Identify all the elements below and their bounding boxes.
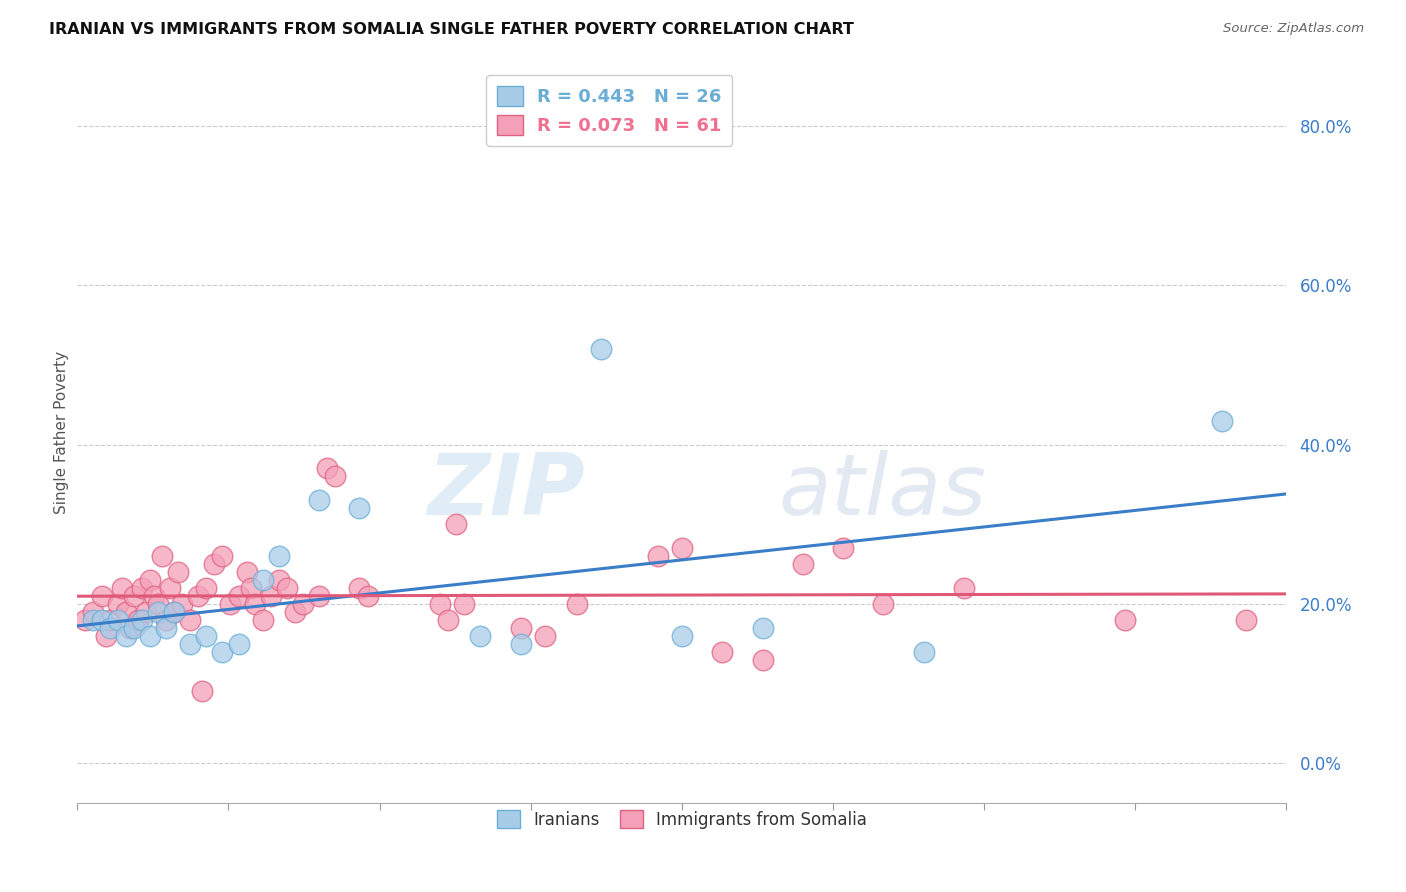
- Point: [260, 589, 283, 603]
- Point: [114, 629, 136, 643]
- Point: [114, 605, 136, 619]
- Point: [107, 597, 129, 611]
- Point: [276, 581, 298, 595]
- Point: [832, 541, 855, 555]
- Point: [912, 644, 935, 658]
- Point: [356, 589, 378, 603]
- Point: [202, 557, 225, 571]
- Point: [122, 589, 145, 603]
- Point: [187, 589, 209, 603]
- Point: [191, 684, 214, 698]
- Point: [235, 565, 257, 579]
- Point: [155, 613, 177, 627]
- Point: [94, 629, 117, 643]
- Point: [139, 629, 162, 643]
- Point: [470, 629, 492, 643]
- Point: [349, 501, 371, 516]
- Point: [228, 589, 250, 603]
- Point: [195, 629, 218, 643]
- Point: [252, 613, 274, 627]
- Point: [179, 613, 201, 627]
- Point: [142, 589, 165, 603]
- Point: [211, 549, 233, 563]
- Point: [1234, 613, 1257, 627]
- Point: [122, 621, 145, 635]
- Point: [308, 493, 330, 508]
- Point: [308, 589, 330, 603]
- Point: [872, 597, 894, 611]
- Point: [316, 461, 339, 475]
- Point: [534, 629, 557, 643]
- Point: [167, 565, 190, 579]
- Point: [131, 581, 153, 595]
- Point: [284, 605, 307, 619]
- Point: [118, 621, 141, 635]
- Point: [172, 597, 194, 611]
- Point: [252, 573, 274, 587]
- Point: [349, 581, 371, 595]
- Point: [163, 605, 186, 619]
- Point: [444, 517, 467, 532]
- Point: [565, 597, 588, 611]
- Point: [107, 613, 129, 627]
- Point: [437, 613, 460, 627]
- Point: [751, 621, 773, 635]
- Point: [228, 637, 250, 651]
- Point: [163, 605, 186, 619]
- Point: [211, 644, 233, 658]
- Point: [146, 605, 169, 619]
- Point: [453, 597, 475, 611]
- Point: [509, 621, 531, 635]
- Point: [111, 581, 134, 595]
- Point: [1114, 613, 1136, 627]
- Point: [90, 613, 112, 627]
- Point: [155, 621, 177, 635]
- Point: [127, 613, 149, 627]
- Point: [82, 613, 104, 627]
- Legend: Iranians, Immigrants from Somalia: Iranians, Immigrants from Somalia: [489, 803, 875, 835]
- Text: IRANIAN VS IMMIGRANTS FROM SOMALIA SINGLE FATHER POVERTY CORRELATION CHART: IRANIAN VS IMMIGRANTS FROM SOMALIA SINGL…: [49, 22, 853, 37]
- Point: [150, 549, 173, 563]
- Point: [751, 652, 773, 666]
- Point: [98, 621, 121, 635]
- Point: [647, 549, 669, 563]
- Point: [267, 573, 290, 587]
- Point: [292, 597, 315, 611]
- Point: [98, 613, 121, 627]
- Point: [1211, 414, 1233, 428]
- Text: atlas: atlas: [779, 450, 987, 533]
- Point: [243, 597, 266, 611]
- Point: [953, 581, 976, 595]
- Point: [195, 581, 218, 595]
- Point: [323, 469, 346, 483]
- Point: [792, 557, 814, 571]
- Point: [671, 541, 693, 555]
- Point: [135, 605, 157, 619]
- Text: Source: ZipAtlas.com: Source: ZipAtlas.com: [1223, 22, 1364, 36]
- Point: [711, 644, 734, 658]
- Point: [159, 581, 181, 595]
- Point: [509, 637, 531, 651]
- Point: [90, 589, 112, 603]
- Point: [146, 597, 169, 611]
- Point: [267, 549, 290, 563]
- Point: [591, 342, 613, 356]
- Point: [75, 613, 97, 627]
- Point: [219, 597, 242, 611]
- Point: [429, 597, 451, 611]
- Text: ZIP: ZIP: [427, 450, 585, 533]
- Point: [131, 613, 153, 627]
- Y-axis label: Single Father Poverty: Single Father Poverty: [53, 351, 69, 514]
- Point: [671, 629, 693, 643]
- Point: [82, 605, 104, 619]
- Point: [139, 573, 162, 587]
- Point: [239, 581, 262, 595]
- Point: [179, 637, 201, 651]
